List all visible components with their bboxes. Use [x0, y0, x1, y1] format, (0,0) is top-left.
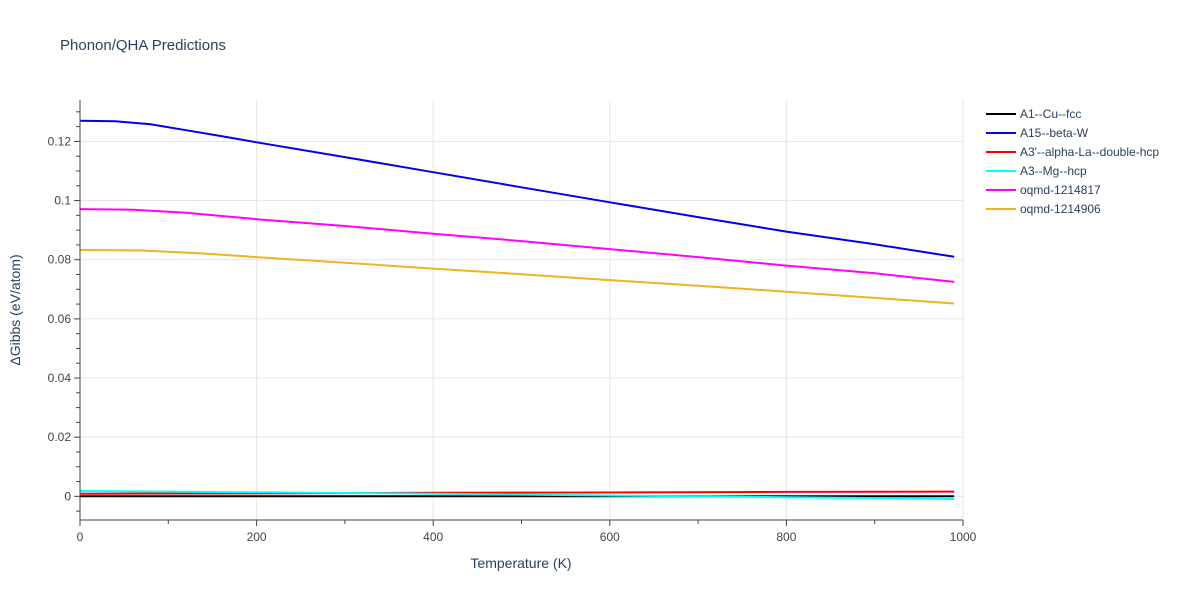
y-tick-label: 0.12: [48, 134, 72, 148]
series-line-4: [79, 208, 955, 283]
x-tick-label: 200: [247, 530, 267, 544]
y-tick-label: 0.04: [48, 371, 72, 385]
legend-label: A15--beta-W: [1020, 126, 1089, 140]
y-tick-label: 0.1: [54, 194, 71, 208]
series-line-3: [79, 490, 955, 500]
legend-label: oqmd-1214817: [1020, 183, 1101, 197]
y-tick-label: 0.06: [48, 312, 72, 326]
y-tick-label: 0: [64, 489, 71, 503]
legend: A1--Cu--fcc A15--beta-W A3'--alpha-La--dou…: [986, 107, 1159, 216]
x-tick-label: 0: [77, 530, 84, 544]
axes: 0 200 400 600 800 1000 0 0.02 0.04 0.06 0.08 0.1 0.1…: [48, 100, 977, 544]
gridlines: [80, 100, 964, 520]
plot-area: [79, 119, 955, 500]
y-axis-title: ΔGibbs (eV/atom): [7, 254, 23, 365]
x-tick-label: 800: [776, 530, 796, 544]
chart-title: Phonon/QHA Predictions: [60, 37, 226, 54]
legend-label: A1--Cu--fcc: [1020, 107, 1081, 121]
x-tick-label: 600: [600, 530, 620, 544]
series-line-2: [79, 490, 955, 495]
series-line-5: [79, 249, 955, 305]
series-line-1: [79, 119, 955, 258]
x-axis-title: Temperature (K): [470, 555, 571, 571]
legend-label: oqmd-1214906: [1020, 202, 1101, 216]
x-tick-label: 400: [423, 530, 443, 544]
legend-label: A3'--alpha-La--double-hcp: [1020, 145, 1159, 159]
y-tick-label: 0.08: [48, 253, 72, 267]
legend-label: A3--Mg--hcp: [1020, 164, 1087, 178]
y-tick-label: 0.02: [48, 430, 72, 444]
x-tick-label: 1000: [950, 530, 977, 544]
